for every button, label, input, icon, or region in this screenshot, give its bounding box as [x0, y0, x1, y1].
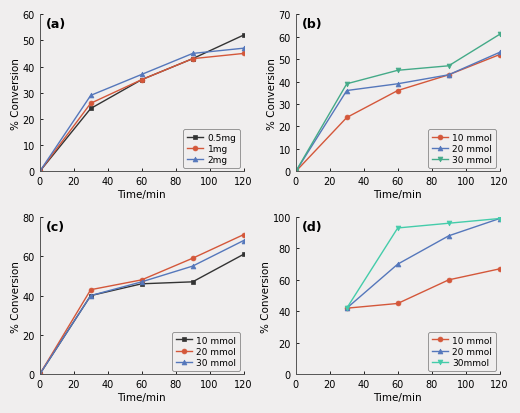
20 mmol: [344, 306, 350, 311]
X-axis label: Time/min: Time/min: [373, 392, 422, 402]
10 mmol: [36, 372, 43, 377]
10 mmol: [497, 267, 503, 272]
2mg: [240, 47, 246, 52]
Line: 0.5mg: 0.5mg: [37, 33, 246, 174]
10 mmol: [138, 282, 145, 287]
Y-axis label: % Conversion: % Conversion: [267, 58, 277, 129]
10 mmol: [344, 116, 350, 121]
10 mmol: [344, 306, 350, 311]
1mg: [36, 169, 43, 174]
X-axis label: Time/min: Time/min: [118, 190, 166, 199]
30 mmol: [87, 293, 94, 298]
30mmol: [497, 216, 503, 221]
20 mmol: [497, 216, 503, 221]
20 mmol: [395, 262, 401, 267]
2mg: [36, 169, 43, 174]
Line: 30mmol: 30mmol: [344, 216, 502, 311]
10 mmol: [446, 278, 452, 282]
20 mmol: [395, 82, 401, 87]
Line: 20 mmol: 20 mmol: [344, 216, 502, 311]
30 mmol: [189, 264, 196, 269]
20 mmol: [189, 256, 196, 261]
0.5mg: [240, 33, 246, 38]
10 mmol: [395, 89, 401, 94]
Text: (b): (b): [302, 18, 322, 31]
10 mmol: [87, 293, 94, 298]
Line: 2mg: 2mg: [37, 47, 246, 174]
30 mmol: [344, 82, 350, 87]
20 mmol: [138, 278, 145, 282]
2mg: [87, 94, 94, 99]
10 mmol: [446, 73, 452, 78]
0.5mg: [87, 107, 94, 112]
Legend: 10 mmol, 20 mmol, 30 mmol: 10 mmol, 20 mmol, 30 mmol: [428, 130, 496, 169]
1mg: [138, 78, 145, 83]
X-axis label: Time/min: Time/min: [373, 190, 422, 199]
0.5mg: [138, 78, 145, 83]
20 mmol: [344, 89, 350, 94]
Line: 10 mmol: 10 mmol: [293, 53, 502, 174]
20 mmol: [240, 233, 246, 237]
30 mmol: [446, 64, 452, 69]
20 mmol: [497, 51, 503, 56]
Line: 30 mmol: 30 mmol: [37, 239, 246, 377]
Line: 10 mmol: 10 mmol: [37, 252, 246, 377]
20 mmol: [293, 169, 299, 174]
30mmol: [344, 306, 350, 311]
Legend: 0.5mg, 1mg, 2mg: 0.5mg, 1mg, 2mg: [183, 130, 240, 169]
30 mmol: [497, 33, 503, 38]
1mg: [87, 102, 94, 107]
20 mmol: [446, 234, 452, 239]
20 mmol: [446, 73, 452, 78]
30 mmol: [395, 69, 401, 74]
2mg: [138, 73, 145, 78]
30mmol: [446, 221, 452, 226]
Y-axis label: % Conversion: % Conversion: [11, 58, 21, 129]
10 mmol: [497, 53, 503, 58]
30 mmol: [138, 280, 145, 285]
Line: 30 mmol: 30 mmol: [293, 33, 502, 174]
Line: 20 mmol: 20 mmol: [37, 233, 246, 377]
30 mmol: [240, 238, 246, 243]
30mmol: [395, 226, 401, 231]
10 mmol: [189, 280, 196, 285]
10 mmol: [293, 169, 299, 174]
2mg: [189, 52, 196, 57]
Y-axis label: % Conversion: % Conversion: [261, 260, 271, 332]
10 mmol: [240, 252, 246, 257]
1mg: [189, 57, 196, 62]
Line: 1mg: 1mg: [37, 52, 246, 174]
0.5mg: [36, 169, 43, 174]
10 mmol: [395, 301, 401, 306]
1mg: [240, 52, 246, 57]
Text: (d): (d): [302, 221, 322, 233]
Text: (a): (a): [46, 18, 66, 31]
Legend: 10 mmol, 20 mmol, 30 mmol: 10 mmol, 20 mmol, 30 mmol: [172, 332, 240, 371]
20 mmol: [87, 287, 94, 292]
30 mmol: [293, 169, 299, 174]
Legend: 10 mmol, 20 mmol, 30mmol: 10 mmol, 20 mmol, 30mmol: [428, 332, 496, 371]
Line: 10 mmol: 10 mmol: [344, 267, 502, 311]
0.5mg: [189, 57, 196, 62]
20 mmol: [36, 372, 43, 377]
Text: (c): (c): [46, 221, 65, 233]
Y-axis label: % Conversion: % Conversion: [11, 260, 21, 332]
30 mmol: [36, 372, 43, 377]
X-axis label: Time/min: Time/min: [118, 392, 166, 402]
Line: 20 mmol: 20 mmol: [293, 51, 502, 174]
